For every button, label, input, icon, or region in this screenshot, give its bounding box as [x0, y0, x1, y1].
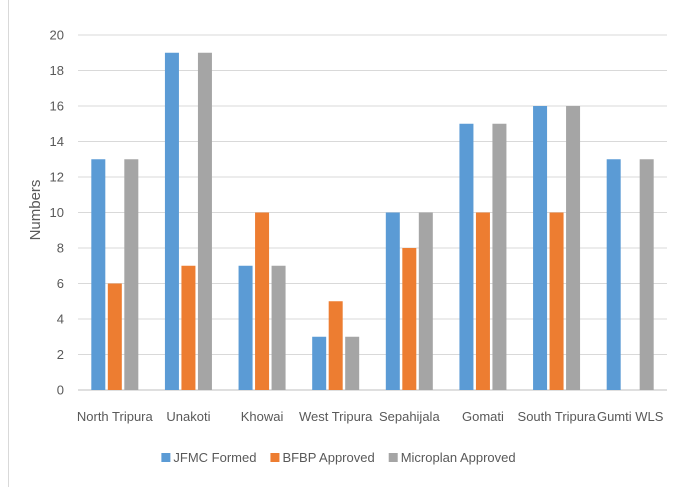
legend-item-bfbp-approved: BFBP Approved: [270, 450, 375, 465]
legend-item-microplan-approved: Microplan Approved: [388, 450, 516, 465]
bar-microplan-approved-gumti-wls: [639, 159, 654, 390]
bar-jfmc-formed-unakoti: [164, 52, 179, 390]
bar-jfmc-formed-gumti-wls: [606, 159, 621, 390]
y-tick-label: 2: [57, 347, 64, 362]
y-tick-label: 4: [57, 312, 64, 327]
bar-microplan-approved-west-tripura: [345, 336, 360, 390]
bar-microplan-approved-sepahijala: [418, 212, 433, 390]
x-tick-label: South Tripura: [518, 409, 597, 424]
legend-swatch: [161, 453, 171, 462]
bar-bfbp-approved-west-tripura: [328, 301, 343, 390]
bar-jfmc-formed-khowai: [238, 265, 253, 390]
legend-label: JFMC Formed: [173, 450, 256, 465]
bar-jfmc-formed-west-tripura: [312, 336, 327, 390]
x-tick-label: Gomati: [462, 409, 504, 424]
legend-label: Microplan Approved: [401, 450, 516, 465]
x-tick-label: North Tripura: [77, 409, 154, 424]
y-tick-label: 18: [50, 63, 64, 78]
y-tick-label: 8: [57, 241, 64, 256]
y-tick-label: 10: [50, 205, 64, 220]
bar-bfbp-approved-north-tripura: [107, 283, 122, 390]
y-tick-label: 12: [50, 170, 64, 185]
y-tick-label: 14: [50, 134, 64, 149]
x-tick-label: Unakoti: [166, 409, 210, 424]
bar-microplan-approved-unakoti: [197, 52, 212, 390]
bar-jfmc-formed-sepahijala: [385, 212, 400, 390]
bar-microplan-approved-south-tripura: [566, 106, 581, 390]
bar-microplan-approved-north-tripura: [124, 159, 139, 390]
x-tick-label: Gumti WLS: [597, 409, 664, 424]
y-axis-ticks: 0 2 4 6 8 10 12 14 16 18 20: [50, 28, 64, 398]
bar-microplan-approved-gomati: [492, 123, 507, 390]
bar-bfbp-approved-sepahijala: [402, 248, 417, 390]
legend-swatch: [270, 453, 280, 462]
bar-bfbp-approved-gomati: [475, 212, 490, 390]
bar-microplan-approved-khowai: [271, 265, 286, 390]
x-axis-ticks: North Tripura Unakoti Khowai West Tripura Se…: [77, 409, 664, 424]
x-tick-label: Sepahijala: [379, 409, 440, 424]
x-tick-label: West Tripura: [299, 409, 373, 424]
bars: [91, 52, 654, 390]
legend-label: BFBP Approved: [282, 450, 374, 465]
legend-swatch: [388, 453, 398, 462]
legend-item-jfmc-formed: JFMC Formed: [161, 450, 256, 465]
y-axis-title: Numbers: [27, 180, 44, 241]
legend: JFMC Formed BFBP Approved Microplan Approv…: [161, 450, 516, 465]
bar-jfmc-formed-gomati: [459, 123, 474, 390]
bar-jfmc-formed-north-tripura: [91, 159, 106, 390]
bar-bfbp-approved-unakoti: [181, 265, 196, 390]
y-tick-label: 6: [57, 276, 64, 291]
bar-jfmc-formed-south-tripura: [533, 106, 548, 390]
y-tick-label: 20: [50, 28, 64, 43]
bar-bfbp-approved-khowai: [255, 212, 270, 390]
frame-divider: [8, 0, 9, 487]
bar-bfbp-approved-south-tripura: [549, 212, 564, 390]
y-tick-label: 16: [50, 99, 64, 114]
y-tick-label: 0: [57, 383, 64, 398]
x-tick-label: Khowai: [241, 409, 284, 424]
